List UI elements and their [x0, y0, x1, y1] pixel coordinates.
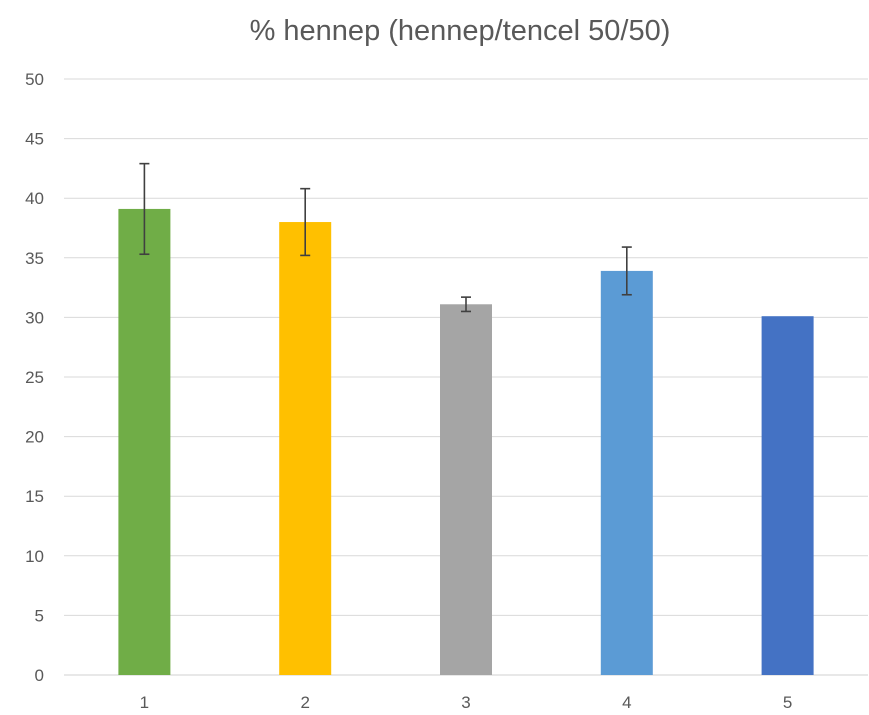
error-bar	[621, 246, 632, 296]
bar	[440, 304, 492, 675]
y-tick-label: 5	[35, 606, 44, 625]
bar	[761, 316, 814, 675]
x-tick-label: 1	[140, 693, 149, 712]
error-bar	[300, 187, 311, 257]
x-tick-label: 2	[300, 693, 309, 712]
chart-title: % hennep (hennep/tencel 50/50)	[250, 15, 671, 47]
x-tick-label: 5	[783, 693, 792, 712]
y-tick-label: 0	[35, 666, 44, 685]
y-tick-label: 15	[25, 487, 44, 506]
x-tick-label: 3	[461, 693, 470, 712]
bar	[279, 222, 332, 676]
y-tick-label: 50	[25, 70, 44, 89]
bar	[600, 270, 653, 675]
y-tick-label: 30	[25, 308, 44, 327]
y-tick-label: 45	[25, 130, 44, 149]
y-axis-ticks: 0 5 10 15 20 25 30 35 40 45 50	[25, 70, 44, 685]
y-tick-label: 35	[25, 249, 44, 268]
error-bars	[139, 162, 632, 313]
error-bar	[461, 296, 471, 313]
y-tick-label: 10	[25, 547, 44, 566]
y-tick-label: 20	[25, 428, 44, 447]
bars	[118, 208, 814, 676]
x-tick-label: 4	[622, 693, 631, 712]
error-bar	[139, 162, 150, 256]
bar	[118, 208, 171, 676]
y-tick-label: 25	[25, 368, 44, 387]
y-tick-label: 40	[25, 189, 44, 208]
x-axis-ticks: 1 2 3 4 5	[140, 693, 793, 712]
